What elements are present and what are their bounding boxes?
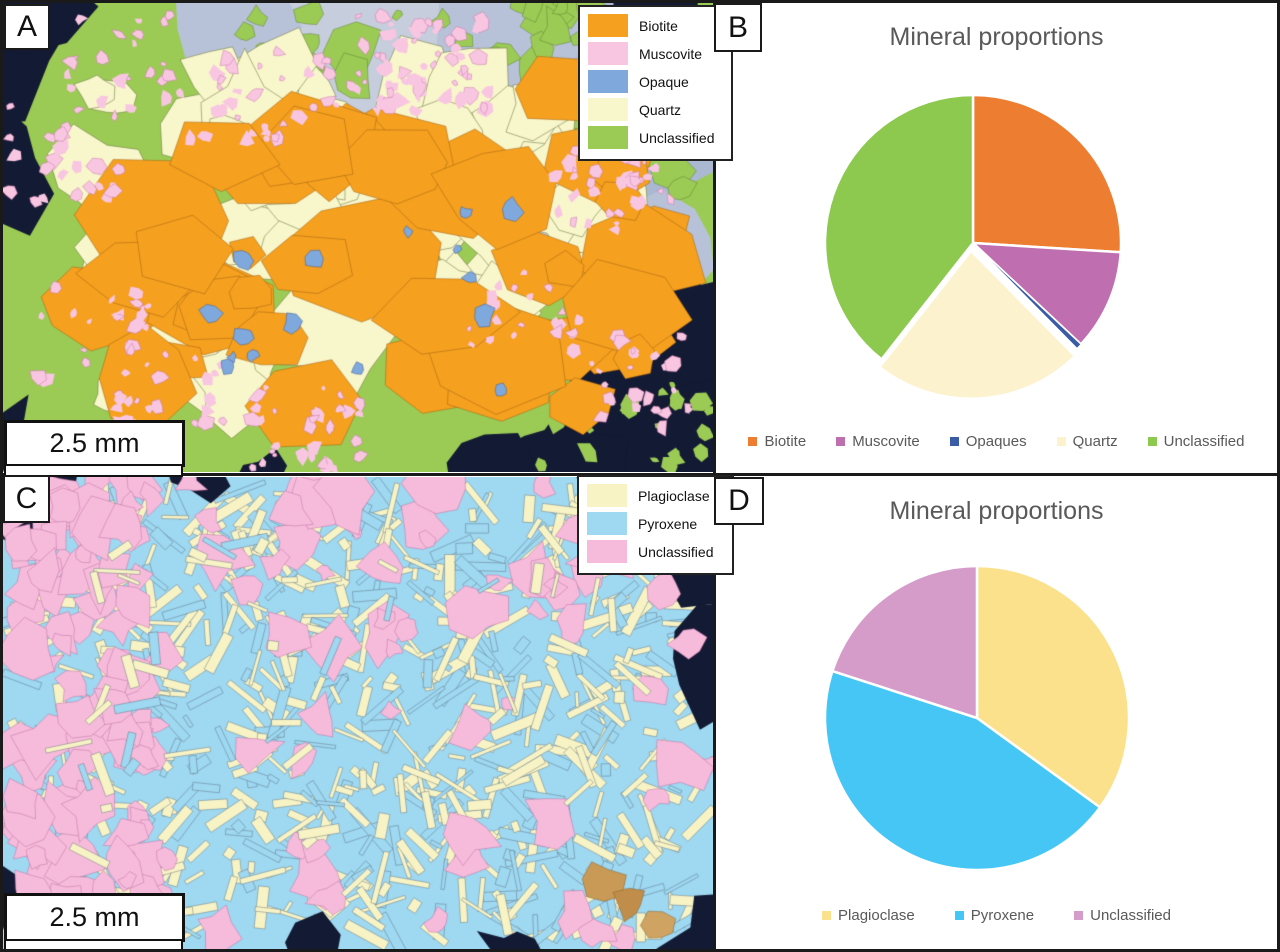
- biotite-swatch: [588, 14, 628, 37]
- unclassified-swatch: [588, 126, 628, 149]
- legend-label-muscovite: Muscovite: [852, 432, 920, 450]
- scale-bar-label-a: 2.5 mm: [4, 420, 185, 467]
- unclassified-swatch: [587, 540, 627, 563]
- pie-chart-b: [823, 93, 1123, 400]
- pie-slice-opaques: [972, 242, 1082, 349]
- panel-label-c: C: [3, 475, 50, 523]
- panel-label-a: A: [4, 4, 50, 50]
- pie-slice-muscovite: [971, 241, 1122, 346]
- legend-marker-quartz-icon: [1056, 436, 1066, 446]
- pie-slice-unclassified: [823, 93, 975, 361]
- map-legend-item-plagioclase: Plagioclase: [587, 484, 724, 507]
- map-legend-item-unclassified: Unclassified: [588, 126, 723, 149]
- map-legend-item-quartz: Quartz: [588, 98, 723, 121]
- map-legend-item-biotite: Biotite: [588, 14, 723, 37]
- pyroxene-label: Pyroxene: [638, 515, 698, 532]
- map-legend-item-unclassified: Unclassified: [587, 540, 724, 563]
- pie-slice-unclassified: [831, 564, 979, 720]
- panel-label-b: B: [714, 3, 762, 52]
- biotite-label: Biotite: [639, 17, 678, 34]
- chart-title-d: Mineral proportions: [889, 497, 1104, 525]
- pie-legend-item-unclassified: Unclassified: [1147, 432, 1245, 450]
- pie-legend-b: Biotite Muscovite Opaques Quartz Unclassifie…: [716, 429, 1277, 453]
- pie-legend-item-muscovite: Muscovite: [836, 433, 920, 450]
- pie-legend-item-opaques: Opaques: [949, 432, 1027, 450]
- pie-legend-item-pyroxene: Pyroxene: [954, 906, 1035, 924]
- plagioclase-label: Plagioclase: [638, 487, 710, 504]
- map-legend-item-pyroxene: Pyroxene: [587, 512, 724, 535]
- legend-marker-unclassified-icon: [1074, 910, 1084, 920]
- scale-bar-label-c: 2.5 mm: [4, 893, 185, 942]
- pie-legend-item-biotite: Biotite: [748, 433, 806, 450]
- legend-label-unclassified: Unclassified: [1163, 432, 1245, 450]
- map-legend-item-opaque: Opaque: [588, 70, 723, 93]
- map-legend-c: Plagioclase Pyroxene Unclassified: [577, 475, 734, 575]
- pie-slice-biotite: [971, 93, 1123, 254]
- quartz-swatch: [588, 98, 628, 121]
- map-legend-a: Biotite Muscovite Opaque Quartz Unclassified: [578, 5, 733, 161]
- pie-legend-d: Plagioclase Pyroxene Unclassified: [716, 903, 1277, 927]
- opaque-label: Opaque: [639, 73, 689, 90]
- legend-label-opaques: Opaques: [965, 432, 1027, 450]
- scale-bar-line-a: [4, 464, 183, 477]
- legend-marker-unclassified-icon: [1147, 436, 1157, 446]
- scale-bar-line-c: [4, 939, 183, 949]
- quartz-label: Quartz: [639, 101, 682, 118]
- map-legend-item-muscovite: Muscovite: [588, 42, 723, 65]
- pie-slice-pyroxene: [823, 669, 1102, 872]
- unclassified-label: Unclassified: [638, 543, 714, 560]
- pie-slice-quartz: [878, 249, 1077, 400]
- legend-label-unclassified: Unclassified: [1090, 906, 1171, 924]
- unclassified-label: Unclassified: [639, 129, 715, 146]
- muscovite-swatch: [588, 42, 628, 65]
- horizontal-divider: [3, 473, 1277, 476]
- legend-label-quartz: Quartz: [1072, 432, 1118, 450]
- legend-marker-muscovite-icon: [836, 436, 846, 446]
- pie-legend-item-quartz: Quartz: [1056, 432, 1118, 450]
- legend-marker-plagioclase-icon: [822, 910, 832, 920]
- pie-legend-item-plagioclase: Plagioclase: [822, 907, 915, 924]
- legend-marker-biotite-icon: [748, 436, 758, 446]
- legend-label-biotite: Biotite: [764, 432, 807, 450]
- legend-marker-opaques-icon: [949, 436, 959, 446]
- panel-label-d: D: [714, 477, 764, 525]
- legend-label-pyroxene: Pyroxene: [970, 906, 1035, 924]
- muscovite-label: Muscovite: [639, 45, 703, 62]
- legend-marker-pyroxene-icon: [954, 910, 964, 920]
- chart-title-b: Mineral proportions: [889, 23, 1104, 51]
- pyroxene-swatch: [587, 512, 627, 535]
- pie-slice-plagioclase: [975, 564, 1131, 809]
- pie-legend-item-unclassified: Unclassified: [1074, 907, 1171, 924]
- plagioclase-swatch: [587, 484, 627, 507]
- pie-chart-d: [823, 564, 1131, 872]
- opaque-swatch: [588, 70, 628, 93]
- legend-label-plagioclase: Plagioclase: [838, 906, 915, 924]
